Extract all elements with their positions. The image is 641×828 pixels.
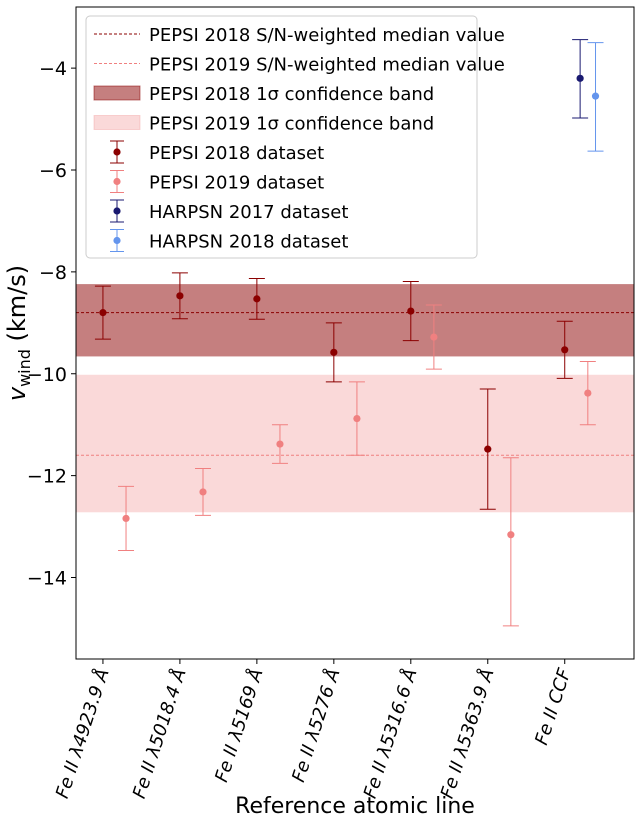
- y-axis-label-sub: wind: [15, 349, 34, 387]
- y-tick-label: −12: [27, 466, 67, 488]
- y-tick-label: −6: [39, 160, 67, 182]
- data-point: [99, 309, 107, 317]
- legend-handle-marker: [113, 207, 121, 215]
- x-axis-label: Reference atomic line: [235, 794, 475, 819]
- y-tick-label: −4: [39, 58, 67, 80]
- y-axis-label-units: (km/s): [3, 265, 31, 349]
- legend-label: PEPSI 2018 dataset: [149, 143, 324, 164]
- data-point: [199, 488, 207, 496]
- reference-lines-layer: [76, 312, 634, 456]
- x-tick-label: Fe II λ5276 Å: [287, 666, 344, 785]
- data-point: [276, 440, 284, 448]
- legend-label: HARPSN 2018 dataset: [149, 232, 348, 253]
- legend-label: PEPSI 2019 dataset: [149, 173, 324, 194]
- confidence-band-2: [76, 374, 634, 513]
- data-point: [561, 346, 569, 354]
- confidence-band-1: [76, 284, 634, 357]
- data-point: [591, 92, 600, 100]
- y-tick-label: −8: [39, 262, 67, 284]
- series-4: [587, 42, 604, 152]
- legend-box: [85, 15, 478, 259]
- y-tick-label: −14: [27, 568, 67, 590]
- legend-handle-marker: [113, 148, 121, 156]
- data-point: [253, 295, 261, 303]
- legend-handle-marker: [113, 177, 121, 186]
- x-tick-label: Fe II CCF: [531, 665, 576, 747]
- data-point: [407, 307, 415, 315]
- data-point: [122, 514, 130, 523]
- x-tick-label: Fe II λ5018.4 Å: [128, 666, 191, 801]
- series-2: [118, 304, 596, 627]
- legend-handle-marker: [113, 236, 121, 245]
- y-axis-label: vwind (km/s): [3, 265, 34, 401]
- legend-label: PEPSI 2019 S/N-weighted median value: [149, 55, 505, 76]
- x-tick-label: Fe II λ5316.6 Å: [359, 666, 422, 801]
- series-3: [572, 39, 589, 119]
- data-point: [507, 531, 515, 539]
- legend-label: PEPSI 2019 1σ confidence band: [149, 114, 434, 135]
- x-tick-label: Fe II λ4923.9 Å: [51, 666, 114, 801]
- data-point: [484, 445, 492, 453]
- data-point: [584, 389, 592, 397]
- data-point: [430, 333, 438, 341]
- data-point: [176, 292, 184, 300]
- legend-label: HARPSN 2017 dataset: [149, 202, 348, 223]
- legend-label: PEPSI 2018 S/N-weighted median value: [149, 25, 505, 46]
- x-tick-label: Fe II λ5169 Å: [210, 666, 267, 785]
- y-axis-label-var: v: [3, 386, 31, 401]
- x-axis: Fe II λ4923.9 Å Fe II λ5018.4 Å Fe II λ516…: [51, 659, 576, 801]
- legend-handle-band: [93, 115, 141, 130]
- data-point: [330, 348, 338, 356]
- plot-frame: [75, 6, 635, 660]
- series-layer: [94, 39, 604, 627]
- series-1: [94, 272, 573, 510]
- legend-label: PEPSI 2018 1σ confidence band: [149, 84, 434, 105]
- y-tick-label: −10: [27, 364, 67, 386]
- legend: PEPSI 2018 S/N-weighted median value PEPS…: [85, 15, 505, 259]
- data-point: [353, 414, 361, 423]
- legend-handle-band: [93, 85, 141, 101]
- x-tick-label: Fe II λ5363.9 Å: [436, 666, 499, 801]
- data-point: [576, 74, 584, 82]
- bands-layer: [76, 284, 634, 513]
- y-axis: −14 −12 −10 −8 −6 −4: [27, 58, 76, 590]
